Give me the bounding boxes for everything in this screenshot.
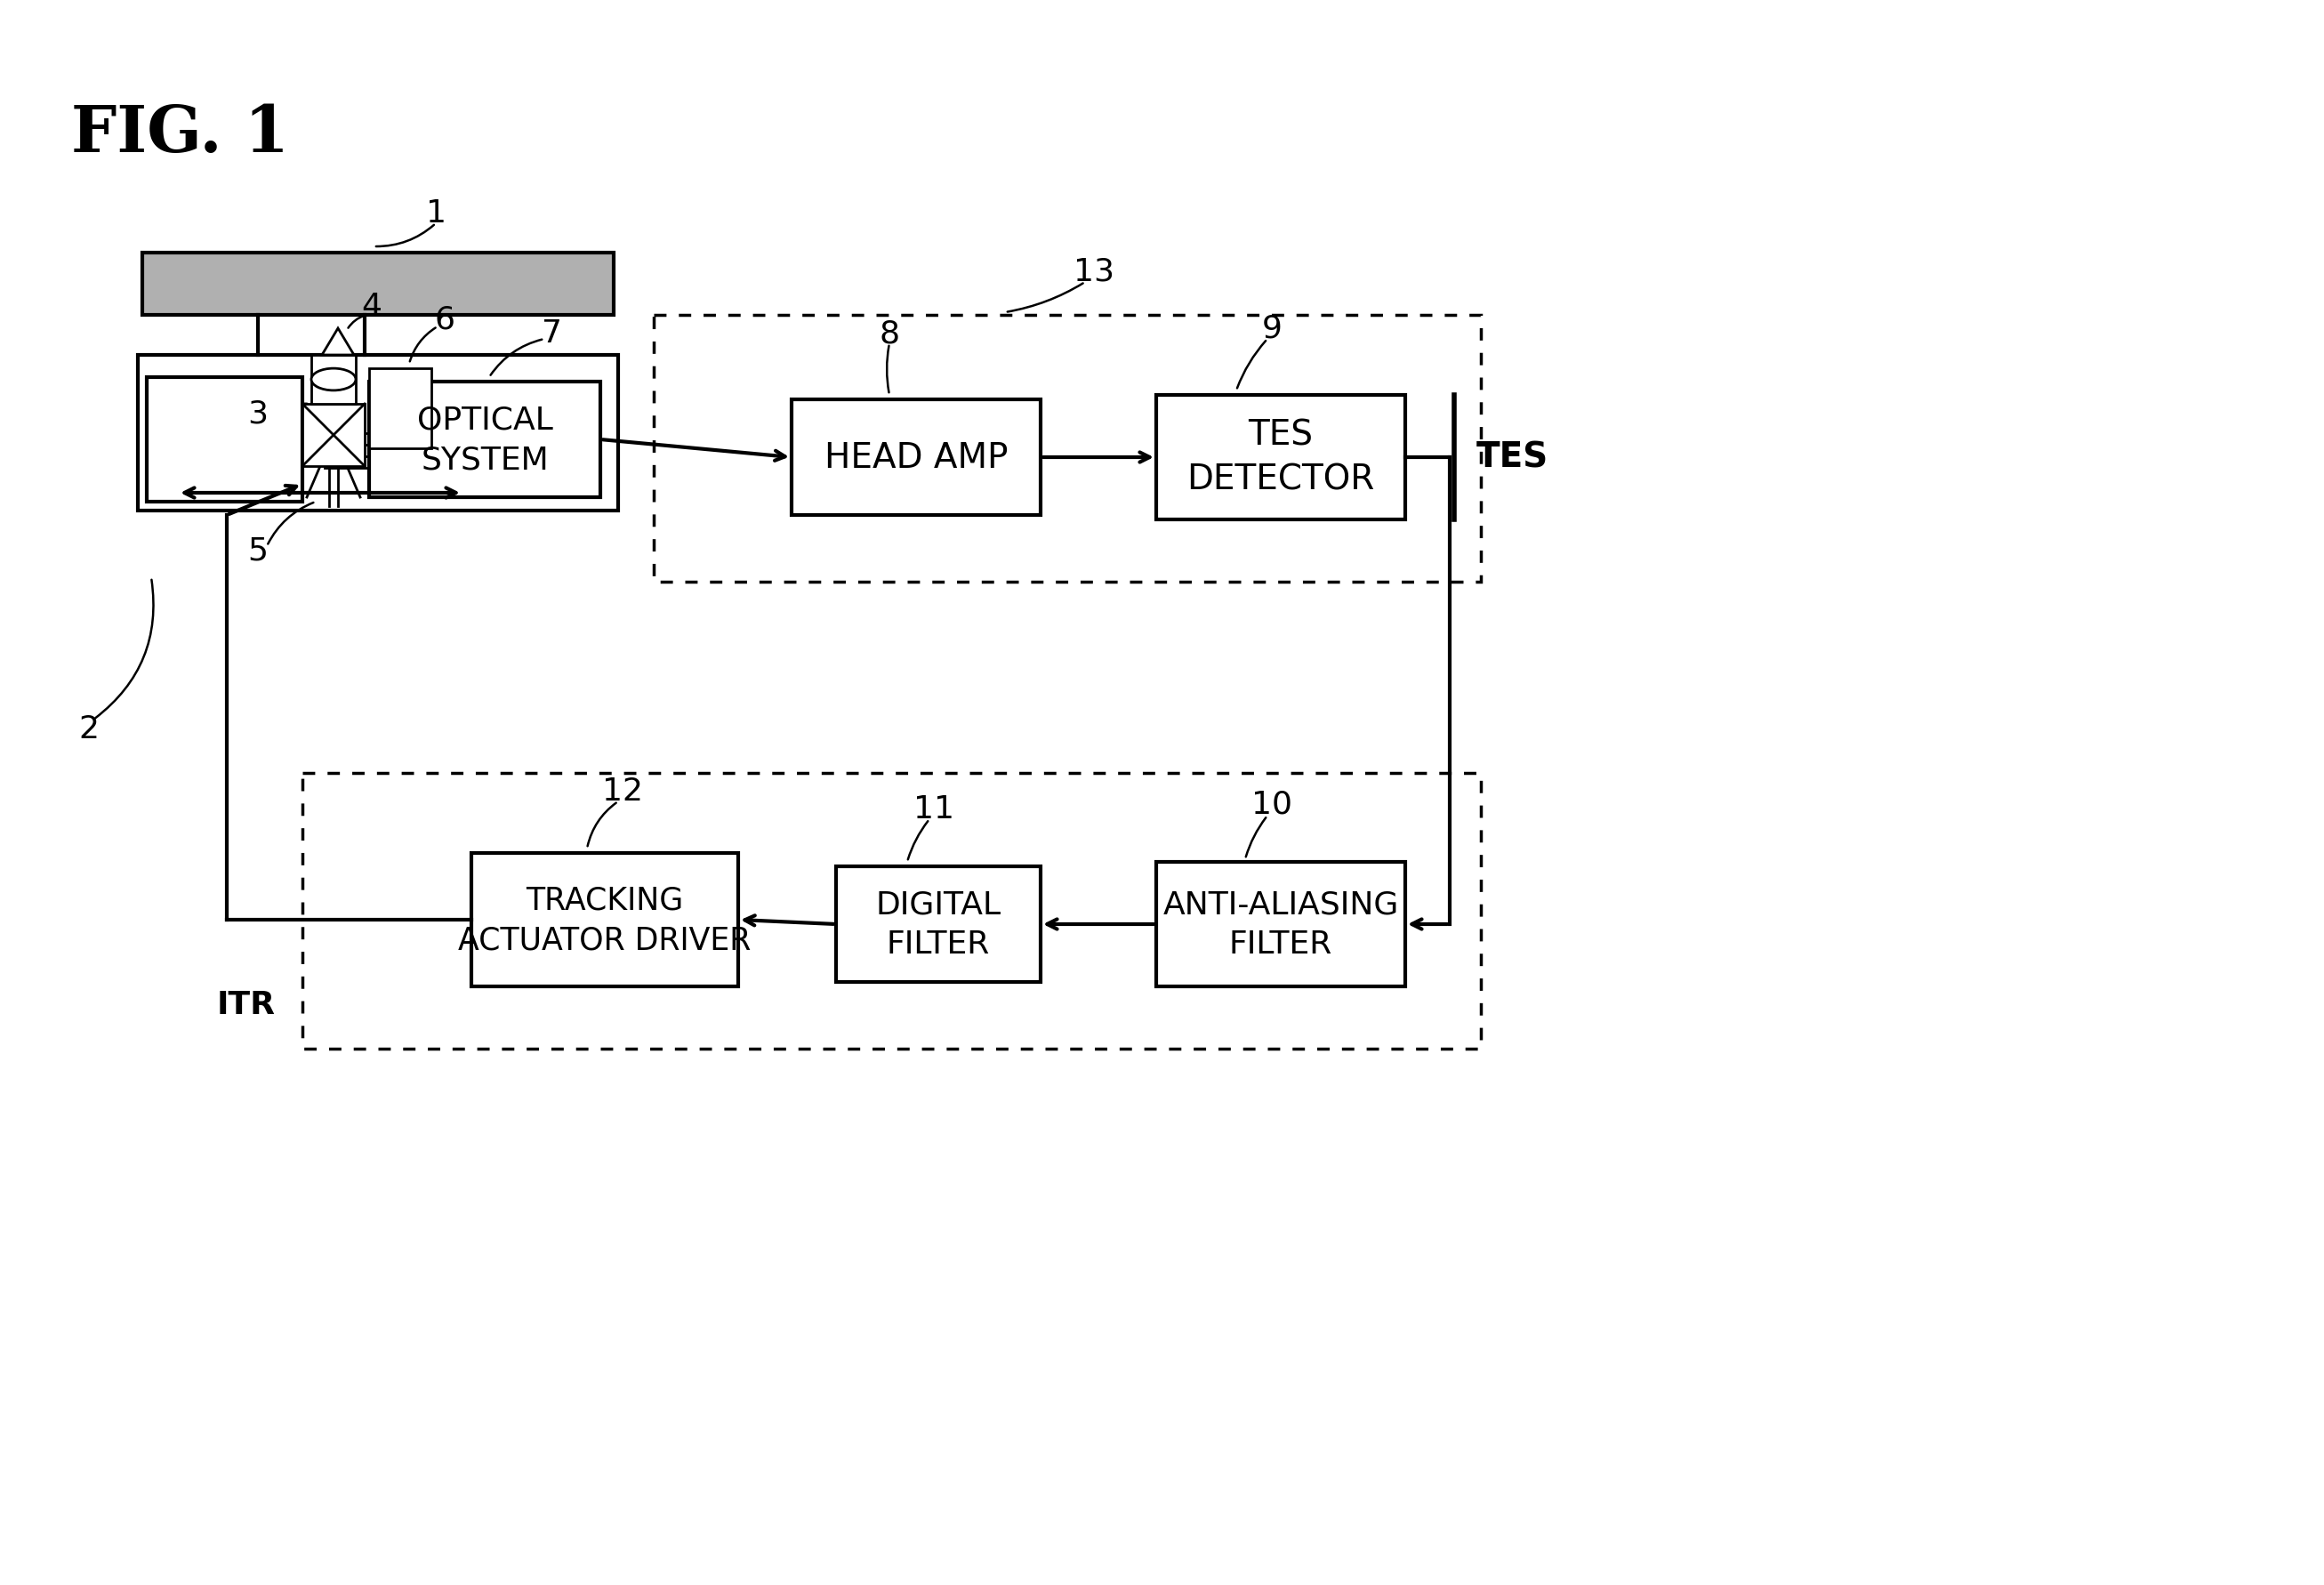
Text: TES
DETECTOR: TES DETECTOR (1188, 418, 1376, 498)
Bar (311, 355, 356, 404)
Text: 8: 8 (878, 319, 899, 349)
Text: TES: TES (1476, 441, 1548, 474)
Text: FIG. 1: FIG. 1 (72, 101, 288, 165)
Text: 12: 12 (602, 777, 644, 807)
Text: TRACKING
ACTUATOR DRIVER: TRACKING ACTUATOR DRIVER (458, 884, 751, 956)
Text: ANTI-ALIASING
FILTER: ANTI-ALIASING FILTER (1162, 889, 1399, 959)
Text: 13: 13 (1074, 257, 1116, 287)
Text: 6: 6 (435, 304, 456, 334)
Bar (1157, 396, 1406, 520)
Bar (370, 369, 432, 449)
Bar (146, 377, 302, 502)
Text: 11: 11 (913, 794, 955, 824)
Bar (653, 315, 1480, 582)
Text: 3: 3 (249, 398, 267, 428)
Text: 9: 9 (1262, 314, 1283, 344)
Text: OPTICAL
SYSTEM: OPTICAL SYSTEM (416, 406, 553, 476)
Bar (472, 853, 739, 987)
Bar (302, 404, 365, 466)
Bar (137, 355, 618, 510)
Text: HEAD AMP: HEAD AMP (825, 441, 1009, 474)
Text: 10: 10 (1250, 789, 1292, 819)
Ellipse shape (311, 369, 356, 391)
Text: ITR: ITR (216, 989, 277, 1019)
Bar (792, 399, 1041, 515)
Text: DIGITAL
FILTER: DIGITAL FILTER (876, 889, 1002, 959)
Polygon shape (323, 330, 353, 355)
Text: 1: 1 (425, 198, 446, 228)
Text: 4: 4 (363, 292, 381, 322)
Text: 5: 5 (249, 536, 267, 566)
Text: 7: 7 (541, 319, 562, 349)
Bar (1157, 862, 1406, 987)
Bar (142, 254, 614, 315)
Bar (370, 382, 600, 498)
Bar (302, 773, 1480, 1049)
Bar (837, 867, 1041, 983)
Text: 2: 2 (79, 713, 100, 743)
